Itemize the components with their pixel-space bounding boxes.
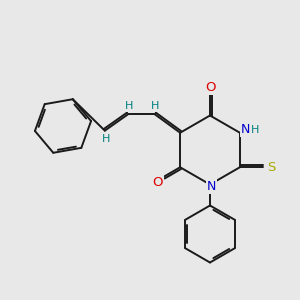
Text: S: S: [267, 161, 275, 174]
Text: O: O: [205, 81, 215, 94]
Text: O: O: [152, 176, 163, 189]
Text: H: H: [151, 101, 159, 111]
Text: N: N: [241, 123, 250, 136]
Text: H: H: [102, 134, 110, 144]
Text: N: N: [206, 179, 216, 193]
Text: H: H: [251, 125, 260, 135]
Text: H: H: [124, 101, 133, 111]
